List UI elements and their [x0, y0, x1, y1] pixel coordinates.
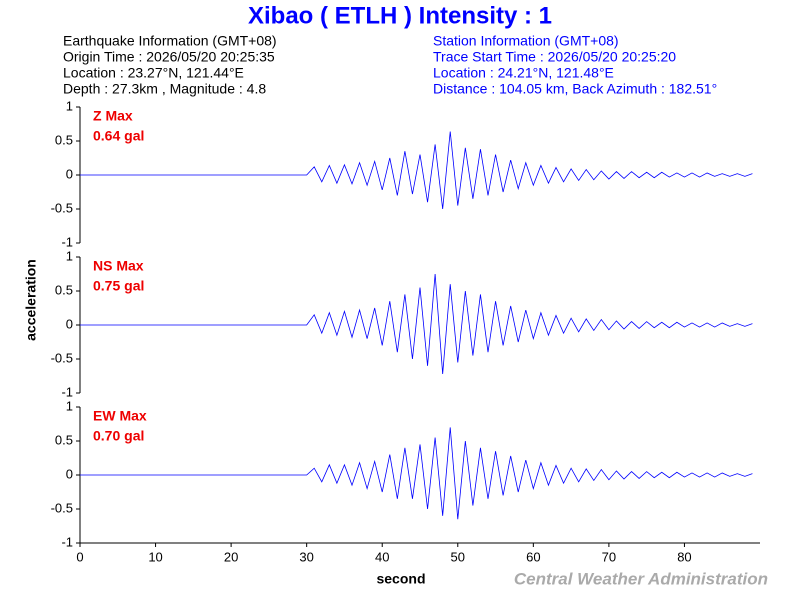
y-tick-label: 0 [66, 316, 73, 331]
y-tick-label: -0.5 [51, 200, 73, 215]
info-line: Depth : 27.3km , Magnitude : 4.8 [63, 81, 266, 97]
max-value: 0.64 gal [93, 128, 144, 144]
station-line: Location : 24.21°N, 121.48°E [433, 65, 614, 81]
y-tick-label: -1 [61, 534, 73, 549]
waveform [80, 273, 753, 374]
y-tick-label: 0.5 [55, 432, 73, 447]
x-tick-label: 20 [224, 549, 238, 564]
x-axis-label: second [376, 571, 425, 587]
y-tick-label: 0 [66, 466, 73, 481]
max-value: 0.75 gal [93, 278, 144, 294]
x-tick-label: 0 [76, 549, 83, 564]
y-tick-label: 1 [66, 398, 73, 413]
y-axis-label: acceleration [23, 259, 39, 341]
y-tick-label: -0.5 [51, 350, 73, 365]
y-tick-label: -1 [61, 234, 73, 249]
info-line: Origin Time : 2026/05/20 20:25:35 [63, 49, 275, 65]
y-tick-label: 0 [66, 166, 73, 181]
y-tick-label: 1 [66, 98, 73, 113]
y-tick-label: 0.5 [55, 282, 73, 297]
x-tick-label: 70 [602, 549, 616, 564]
station-line: Distance : 104.05 km, Back Azimuth : 182… [433, 81, 717, 97]
y-tick-label: -0.5 [51, 500, 73, 515]
max-label: EW Max [93, 408, 147, 424]
x-tick-label: 50 [451, 549, 465, 564]
station-line: Trace Start Time : 2026/05/20 20:25:20 [433, 49, 676, 65]
station-line: Station Information (GMT+08) [433, 33, 619, 49]
max-label: NS Max [93, 258, 144, 274]
x-tick-label: 60 [526, 549, 540, 564]
x-tick-label: 40 [375, 549, 389, 564]
chart-title: Xibao ( ETLH ) Intensity : 1 [248, 2, 552, 29]
max-label: Z Max [93, 108, 133, 124]
y-tick-label: -1 [61, 384, 73, 399]
waveform [80, 427, 753, 520]
waveform [80, 131, 753, 210]
info-line: Earthquake Information (GMT+08) [63, 33, 277, 49]
x-tick-label: 80 [677, 549, 691, 564]
footer: Central Weather Administration [514, 569, 768, 588]
y-tick-label: 0.5 [55, 132, 73, 147]
info-line: Location : 23.27°N, 121.44°E [63, 65, 244, 81]
y-tick-label: 1 [66, 248, 73, 263]
x-tick-label: 30 [299, 549, 313, 564]
x-tick-label: 10 [148, 549, 162, 564]
max-value: 0.70 gal [93, 428, 144, 444]
